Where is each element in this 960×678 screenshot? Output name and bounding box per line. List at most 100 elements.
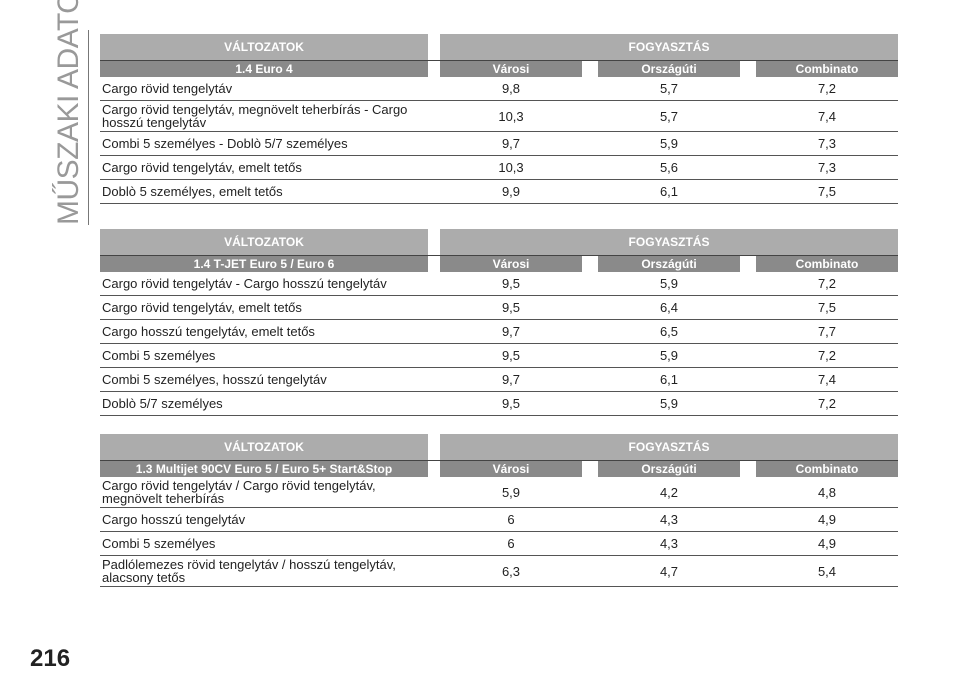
gap xyxy=(428,256,440,272)
table: VÁLTOZATOK FOGYASZTÁS 1.4 Euro 4 Városi Orsz… xyxy=(100,34,898,204)
row: Combi 5 személyes - Doblò 5/7 személyes 9… xyxy=(100,132,898,156)
cell-label: Doblò 5 személyes, emelt tetős xyxy=(102,184,283,199)
cell-label: Cargo rövid tengelytáv, megnövelt teherb… xyxy=(102,102,408,130)
cell-label: Cargo rövid tengelytáv, emelt tetős xyxy=(102,300,302,315)
gap xyxy=(428,461,440,477)
cell-label: Cargo hosszú tengelytáv xyxy=(102,512,246,527)
cell-value: 7,2 xyxy=(817,396,837,411)
cell-label: Cargo rövid tengelytáv / Cargo rövid ten… xyxy=(102,478,376,506)
gap xyxy=(740,461,756,477)
row: Cargo hosszú tengelytáv 6 4,3 4,9 xyxy=(100,508,898,532)
header-cell: FOGYASZTÁS xyxy=(440,34,898,60)
gap xyxy=(428,61,440,77)
cell-label: Cargo rövid tengelytáv - Cargo hosszú te… xyxy=(102,276,387,291)
row: Cargo rövid tengelytáv - Cargo hosszú te… xyxy=(100,272,898,296)
cell-label: Combi 5 személyes, hosszú tengelytáv xyxy=(102,372,327,387)
subheader-cell: 1.3 Multijet 90CV Euro 5 / Euro 5+ Start… xyxy=(100,461,428,477)
cell-value: 6,1 xyxy=(659,372,679,387)
subheader-cell: Városi xyxy=(440,61,582,77)
side-title: MŰSZAKI ADATOK xyxy=(52,0,85,225)
cell-value: 5,9 xyxy=(659,396,679,411)
divider xyxy=(88,30,89,225)
cell-value: 7,2 xyxy=(817,276,837,291)
cell-value: 9,5 xyxy=(501,348,521,363)
row: Cargo rövid tengelytáv, emelt tetős 9,5 6,… xyxy=(100,296,898,320)
subheader-cell: Országúti xyxy=(598,61,740,77)
cell-value: 6,1 xyxy=(659,184,679,199)
cell-value: 9,9 xyxy=(501,184,521,199)
cell-value: 7,5 xyxy=(817,184,837,199)
cell-value: 9,8 xyxy=(501,81,521,96)
header-cell: VÁLTOZATOK xyxy=(100,434,428,460)
cell-value: 5,7 xyxy=(659,81,679,96)
cell-value: 5,7 xyxy=(659,108,679,124)
header-cell: FOGYASZTÁS xyxy=(440,434,898,460)
cell-value: 5,9 xyxy=(501,484,521,500)
subheader-cell: 1.4 Euro 4 xyxy=(100,61,428,77)
cell-value: 6,3 xyxy=(501,563,521,579)
header-cell: VÁLTOZATOK xyxy=(100,229,428,255)
header-row: VÁLTOZATOK FOGYASZTÁS xyxy=(100,34,898,61)
subheader-cell: Combinato xyxy=(756,461,898,477)
row: Doblò 5 személyes, emelt tetős 9,9 6,1 7,5 xyxy=(100,180,898,204)
row: Combi 5 személyes, hosszú tengelytáv 9,7 6… xyxy=(100,368,898,392)
cell-value: 6 xyxy=(507,536,515,551)
gap xyxy=(582,61,598,77)
cell-label: Padlólemezes rövid tengelytáv / hosszú t… xyxy=(102,557,396,585)
cell-label: Combi 5 személyes xyxy=(102,348,216,363)
gap xyxy=(428,434,440,460)
header-row: VÁLTOZATOK FOGYASZTÁS xyxy=(100,229,898,256)
cell-value: 4,3 xyxy=(659,536,679,551)
cell-value: 9,5 xyxy=(501,396,521,411)
cell-value: 9,5 xyxy=(501,300,521,315)
cell-value: 9,7 xyxy=(501,372,521,387)
header-cell: FOGYASZTÁS xyxy=(440,229,898,255)
cell-value: 5,9 xyxy=(659,348,679,363)
cell-value: 4,7 xyxy=(659,563,679,579)
cell-value: 7,3 xyxy=(817,160,837,175)
cell-value: 9,7 xyxy=(501,136,521,151)
cell-value: 10,3 xyxy=(498,108,524,124)
cell-label: Combi 5 személyes - Doblò 5/7 személyes xyxy=(102,136,348,151)
cell-value: 6,4 xyxy=(659,300,679,315)
cell-value: 4,3 xyxy=(659,512,679,527)
cell-value: 4,9 xyxy=(817,512,837,527)
cell-value: 7,5 xyxy=(817,300,837,315)
subheader-cell: Országúti xyxy=(598,461,740,477)
cell-value: 9,7 xyxy=(501,324,521,339)
gap xyxy=(582,461,598,477)
gap xyxy=(428,229,440,255)
subheader-cell: Országúti xyxy=(598,256,740,272)
cell-value: 7,3 xyxy=(817,136,837,151)
cell-label: Doblò 5/7 személyes xyxy=(102,396,223,411)
row: Cargo rövid tengelytáv, emelt tetős 10,3 5… xyxy=(100,156,898,180)
header-row: VÁLTOZATOK FOGYASZTÁS xyxy=(100,434,898,461)
subheader-cell: 1.4 T-JET Euro 5 / Euro 6 xyxy=(100,256,428,272)
cell-value: 6,5 xyxy=(659,324,679,339)
row: Padlólemezes rövid tengelytáv / hosszú t… xyxy=(100,556,898,587)
subheader-row: 1.3 Multijet 90CV Euro 5 / Euro 5+ Start… xyxy=(100,461,898,477)
page-number: 216 xyxy=(30,645,71,672)
row: Doblò 5/7 személyes 9,5 5,9 7,2 xyxy=(100,392,898,416)
cell-value: 4,2 xyxy=(659,484,679,500)
cell-label: Cargo rövid tengelytáv, emelt tetős xyxy=(102,160,302,175)
gap xyxy=(582,256,598,272)
row: Cargo rövid tengelytáv / Cargo rövid ten… xyxy=(100,477,898,508)
row: Combi 5 személyes 9,5 5,9 7,2 xyxy=(100,344,898,368)
cell-value: 4,8 xyxy=(817,484,837,500)
cell-value: 6 xyxy=(507,512,515,527)
cell-value: 5,6 xyxy=(659,160,679,175)
cell-value: 7,2 xyxy=(817,348,837,363)
gap xyxy=(740,256,756,272)
gap xyxy=(740,61,756,77)
cell-value: 7,7 xyxy=(817,324,837,339)
row: Cargo rövid tengelytáv 9,8 5,7 7,2 xyxy=(100,77,898,101)
cell-value: 9,5 xyxy=(501,276,521,291)
cell-value: 5,4 xyxy=(817,563,837,579)
cell-value: 7,4 xyxy=(817,108,837,124)
cell-label: Cargo rövid tengelytáv xyxy=(102,81,233,96)
subheader-row: 1.4 T-JET Euro 5 / Euro 6 Városi Országúti… xyxy=(100,256,898,272)
row: Cargo hosszú tengelytáv, emelt tetős 9,7 6… xyxy=(100,320,898,344)
header-cell: VÁLTOZATOK xyxy=(100,34,428,60)
